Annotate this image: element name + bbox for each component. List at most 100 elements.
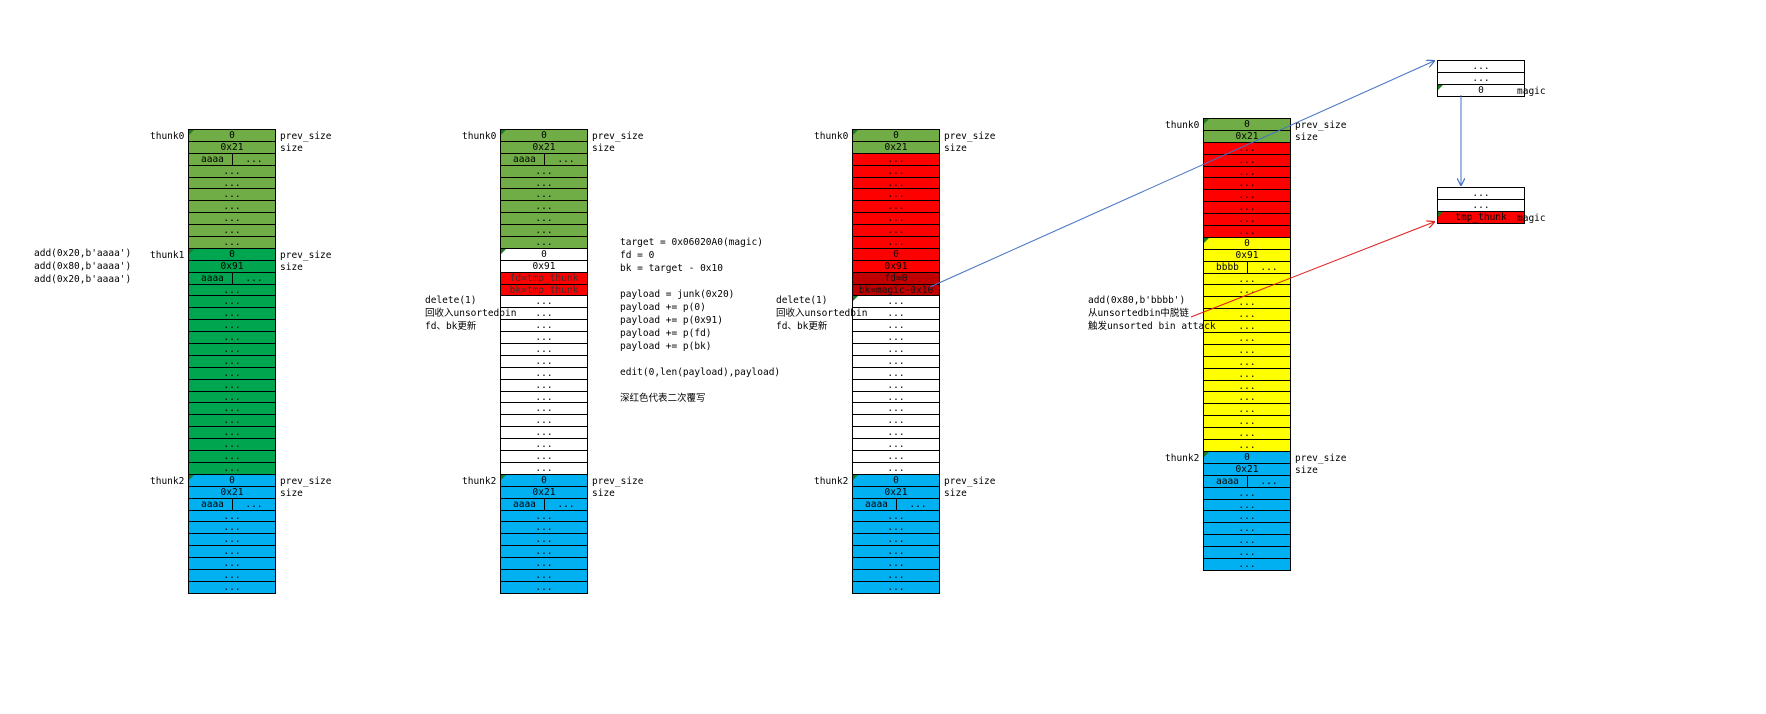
cell-value: ... [535,332,553,344]
cell-value: ... [1238,166,1256,178]
magic-label: magic [1517,85,1546,97]
cell-value: 0 [541,248,547,260]
chunk-label: thunk0 [150,131,185,142]
cell-value: fd=0 [884,272,908,284]
cell-value: ... [223,534,241,546]
heap-row: ... [188,580,276,594]
cell-value: ... [223,427,241,439]
cell-value: 0x91 [220,260,244,272]
cell-value: ... [887,510,905,522]
cell-value: ... [535,546,553,558]
cell-value: ... [535,558,553,570]
magic-row: tmp_thunk [1437,210,1525,224]
cell-value: ... [887,451,905,463]
field-label: size [592,488,615,499]
cell-value: ... [535,403,553,415]
cell-value: ... [223,308,241,320]
cell-value: ... [1238,344,1256,356]
cell-data: aaaa [1204,475,1248,487]
note-line: fd、bk更新 [425,321,477,332]
note-line: target = 0x06020A0(magic) [620,237,763,248]
cell-value: ... [535,237,553,249]
cell-value: ... [535,344,553,356]
cell-value: ... [223,391,241,403]
cell-value: 0 [1244,119,1250,130]
cell-value: ... [223,213,241,225]
cell-data: aaaa [189,498,233,510]
cell-value: ... [223,558,241,570]
note-line: payload += p(0) [620,302,706,313]
cell-value: ... [1238,440,1256,452]
cell-value: ... [887,462,905,474]
cell-value: 0x21 [1235,130,1259,142]
chunk-start-marker [501,248,506,254]
cell-value: ... [223,379,241,391]
cell-value: ... [887,367,905,379]
cell-value: ... [535,522,553,534]
cell-value: ... [1238,226,1256,238]
cell-value: ... [223,462,241,474]
heap-row: ... [1203,557,1291,571]
cell-more: ... [245,498,263,510]
note-line: 从unsortedbin中脱链 [1088,308,1189,319]
note-line: delete(1) [425,295,477,306]
heap-column-4: 0 0x21........................ 0 0x91 bbbb..… [1203,118,1291,571]
note-line: fd、bk更新 [776,321,828,332]
cell-value: ... [223,569,241,581]
chunk-label: thunk2 [814,476,849,488]
cell-value: ... [1238,404,1256,416]
note-line: add(0x20,b'aaaa') [34,274,132,285]
cell-value: ... [223,332,241,344]
chunk-start-marker [1204,237,1209,243]
cell-value: ... [223,344,241,356]
cell-value: ... [223,177,241,189]
cell-value: ... [535,213,553,225]
cell-value: ... [1238,392,1256,404]
chunk-start-marker [1438,211,1443,217]
heap-column-1: 0 0x21 aaaa........................ 0 0x91 aa… [188,129,276,594]
field-label: prev_size [1295,120,1347,131]
cell-value: ... [535,355,553,367]
cell-value: ... [887,344,905,356]
cell-value: ... [887,379,905,391]
chunk-start-marker [501,130,506,135]
chunk-start-marker [1438,84,1443,90]
note-5: add(0x80,b'bbbb') 从unsortedbin中脱链 触发unsort… [1088,294,1216,333]
field-label: prev_size [1295,453,1347,465]
cell-value: ... [887,403,905,415]
cell-value: ... [887,391,905,403]
cell-data: bbbb [1204,261,1248,273]
cell-value: ... [887,177,905,189]
note-3: target = 0x06020A0(magic) fd = 0 bk = targ… [620,236,780,405]
heap-row: ... [852,580,940,594]
cell-value: ... [1238,333,1256,345]
chunk-label: thunk2 [150,476,185,488]
cell-value: ... [887,225,905,237]
cell-value: ... [535,296,553,308]
chunk-label: thunk1 [150,250,185,261]
cell-value: ... [1238,547,1256,559]
cell-value: ... [223,225,241,237]
cell-value: ... [535,451,553,463]
field-label: size [1295,465,1318,477]
chunk-start-marker [853,296,858,302]
cell-value: 0x91 [532,260,556,272]
chunk-start-marker [1204,119,1209,124]
field-label: prev_size [944,476,996,488]
note-line: delete(1) [776,295,828,306]
chunk-label: thunk0 [814,131,849,142]
cell-value: 0 [229,248,235,260]
cell-more: ... [1260,261,1278,273]
cell-value: ... [1238,558,1256,570]
cell-more: ... [909,498,927,510]
cell-value: ... [223,522,241,534]
heap-row: aaaa... [188,152,276,166]
note-line: payload = junk(0x20) [620,289,735,300]
cell-value: ... [887,427,905,439]
cell-value: ... [1238,511,1256,523]
field-label: prev_size [944,131,996,142]
cell-value: ... [223,451,241,463]
cell-value: ... [887,355,905,367]
cell-value: ... [887,415,905,427]
cell-value: ... [535,510,553,522]
